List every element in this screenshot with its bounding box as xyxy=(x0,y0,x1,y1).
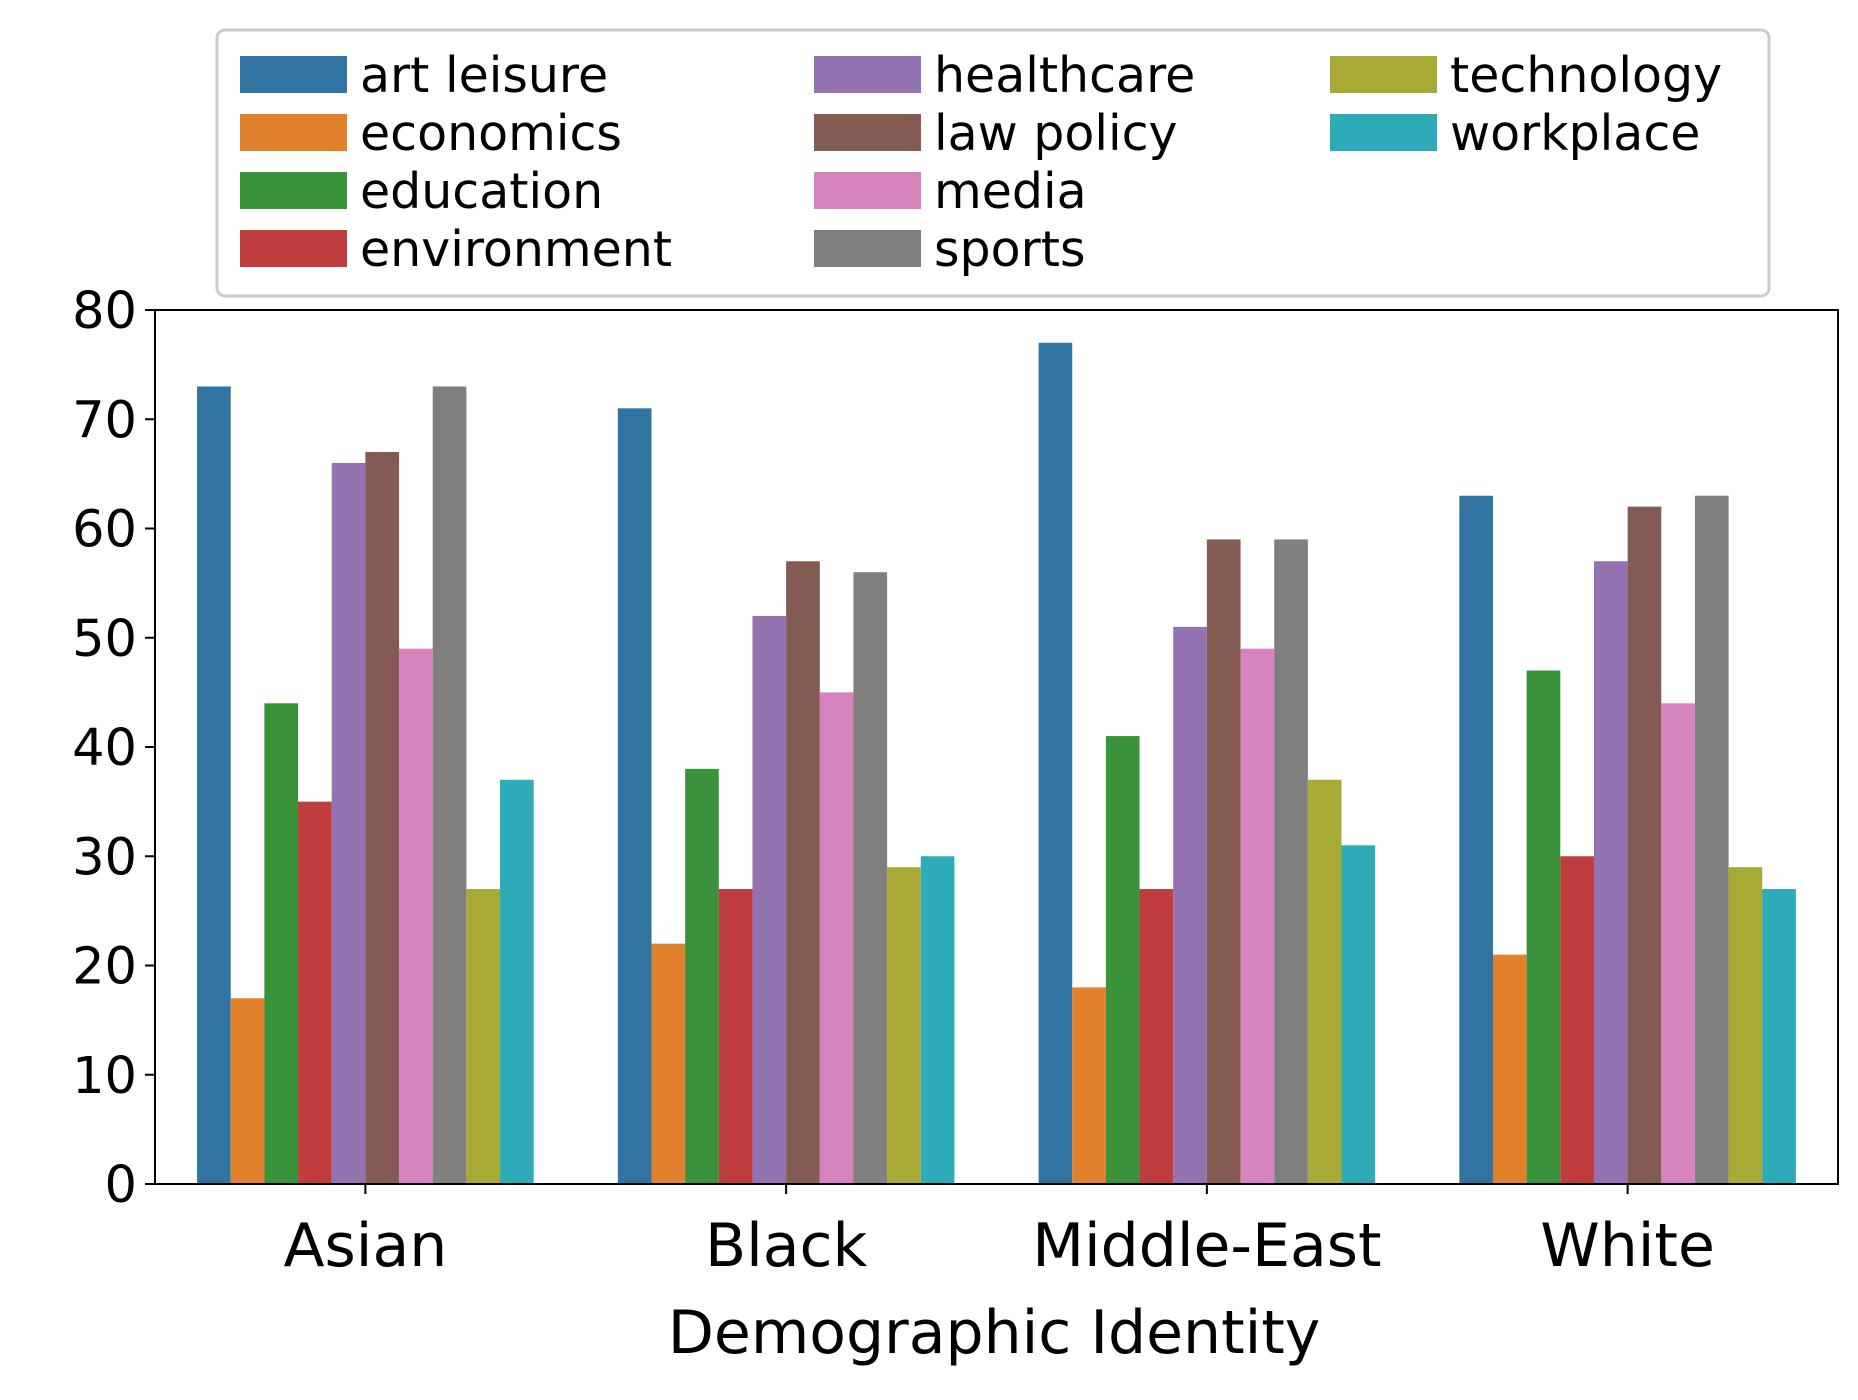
legend-label-sports: sports xyxy=(934,221,1086,278)
y-tick-label: 50 xyxy=(72,610,137,669)
legend-label-art-leisure: art leisure xyxy=(360,47,608,104)
bar-economics-asian xyxy=(230,998,265,1184)
y-tick-label: 0 xyxy=(105,1156,137,1215)
legend: art leisureeconomicseducationenvironment… xyxy=(215,28,1771,298)
y-tick-label: 30 xyxy=(72,828,137,887)
bar-media-asian xyxy=(399,648,433,1184)
bar-economics-white xyxy=(1492,954,1527,1184)
legend-swatch-education xyxy=(240,172,347,209)
legend-label-economics: economics xyxy=(360,105,622,162)
legend-label-law-policy: law policy xyxy=(934,105,1178,162)
bar-technology-middle-east xyxy=(1307,779,1342,1184)
bar-workplace-black xyxy=(920,856,955,1184)
bar-environment-asian xyxy=(298,801,332,1185)
legend-swatch-workplace xyxy=(1330,114,1437,151)
bar-education-white xyxy=(1526,670,1561,1184)
bar-workplace-asian xyxy=(500,779,534,1184)
y-tick-label: 80 xyxy=(72,282,137,341)
x-tick-label-black: Black xyxy=(705,1211,868,1281)
bar-technology-black xyxy=(887,867,921,1184)
bar-education-middle-east xyxy=(1105,736,1140,1184)
legend-label-environment: environment xyxy=(360,221,672,278)
bar-art-leisure-middle-east xyxy=(1038,342,1073,1184)
bar-law-policy-middle-east xyxy=(1206,539,1241,1184)
bar-healthcare-white xyxy=(1593,561,1628,1184)
x-axis-title: Demographic Identity xyxy=(668,1298,1321,1368)
legend-label-media: media xyxy=(934,163,1087,220)
legend-label-technology: technology xyxy=(1450,47,1722,104)
y-tick-label: 20 xyxy=(72,938,137,997)
bar-environment-white xyxy=(1560,856,1594,1184)
legend-swatch-healthcare xyxy=(814,56,921,93)
x-tick-label-asian: Asian xyxy=(283,1211,447,1281)
x-tick-label-middle-east: Middle-East xyxy=(1032,1211,1381,1281)
y-tick-label: 70 xyxy=(72,391,137,450)
bar-media-black xyxy=(819,692,854,1185)
bar-environment-middle-east xyxy=(1139,889,1174,1184)
bar-sports-middle-east xyxy=(1274,539,1308,1184)
bar-healthcare-black xyxy=(752,615,787,1184)
bar-art-leisure-white xyxy=(1459,495,1493,1185)
bar-technology-white xyxy=(1728,867,1763,1184)
bar-economics-black xyxy=(651,943,686,1184)
legend-swatch-art-leisure xyxy=(240,56,347,93)
bar-technology-asian xyxy=(466,889,501,1184)
bar-media-white xyxy=(1661,703,1695,1184)
bar-art-leisure-black xyxy=(617,408,652,1185)
bar-law-policy-black xyxy=(786,561,820,1184)
bar-law-policy-asian xyxy=(365,452,400,1184)
y-axis: 0 10 20 30 40 50 60 70 80 xyxy=(72,282,155,1215)
x-axis: Asian Black Middle-East White xyxy=(283,1184,1715,1281)
bar-workplace-white xyxy=(1762,889,1796,1184)
y-tick-label: 60 xyxy=(72,501,137,560)
legend-swatch-law-policy xyxy=(814,114,921,151)
legend-swatch-economics xyxy=(240,114,347,151)
bar-education-asian xyxy=(264,703,299,1184)
bar-economics-middle-east xyxy=(1072,987,1106,1184)
bar-law-policy-white xyxy=(1627,506,1662,1184)
legend-label-healthcare: healthcare xyxy=(934,47,1195,104)
bar-environment-black xyxy=(718,889,753,1184)
y-tick-label: 40 xyxy=(72,719,137,778)
legend-label-workplace: workplace xyxy=(1450,105,1700,162)
legend-swatch-environment xyxy=(240,230,347,267)
bar-healthcare-asian xyxy=(331,462,366,1184)
bar-media-middle-east xyxy=(1240,648,1275,1184)
legend-label-education: education xyxy=(360,163,603,220)
bar-sports-asian xyxy=(432,386,467,1185)
bar-sports-white xyxy=(1694,495,1729,1185)
bar-workplace-middle-east xyxy=(1341,845,1376,1184)
y-tick-label: 10 xyxy=(72,1047,137,1106)
legend-frame xyxy=(215,28,1771,298)
bar-sports-black xyxy=(853,572,888,1184)
x-tick-label-white: White xyxy=(1540,1211,1714,1281)
bar-healthcare-middle-east xyxy=(1173,626,1207,1184)
bar-art-leisure-asian xyxy=(197,386,231,1185)
legend-swatch-media xyxy=(814,172,921,209)
bar-education-black xyxy=(685,768,719,1184)
legend-swatch-technology xyxy=(1330,56,1437,93)
plot-area xyxy=(154,309,1839,1185)
legend-swatch-sports xyxy=(814,230,921,267)
